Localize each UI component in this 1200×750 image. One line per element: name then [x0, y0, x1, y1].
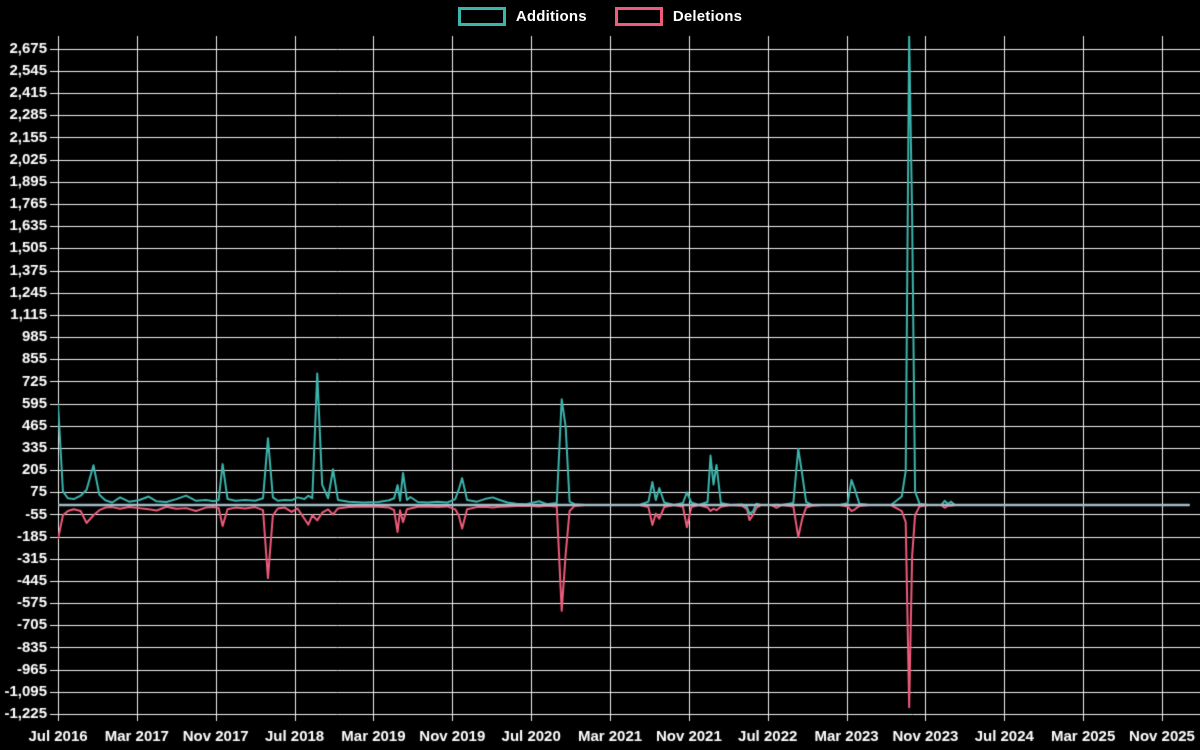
additions-swatch-icon	[457, 7, 506, 26]
deletions-legend-label: Deletions	[672, 8, 743, 25]
deletions-swatch-icon	[614, 7, 663, 26]
legend-item-deletions[interactable]: Deletions	[614, 7, 743, 26]
legend-item-additions[interactable]: Additions	[457, 7, 587, 26]
additions-legend-label: Additions	[515, 8, 587, 25]
chart-legend: Additions Deletions	[0, 7, 1200, 26]
